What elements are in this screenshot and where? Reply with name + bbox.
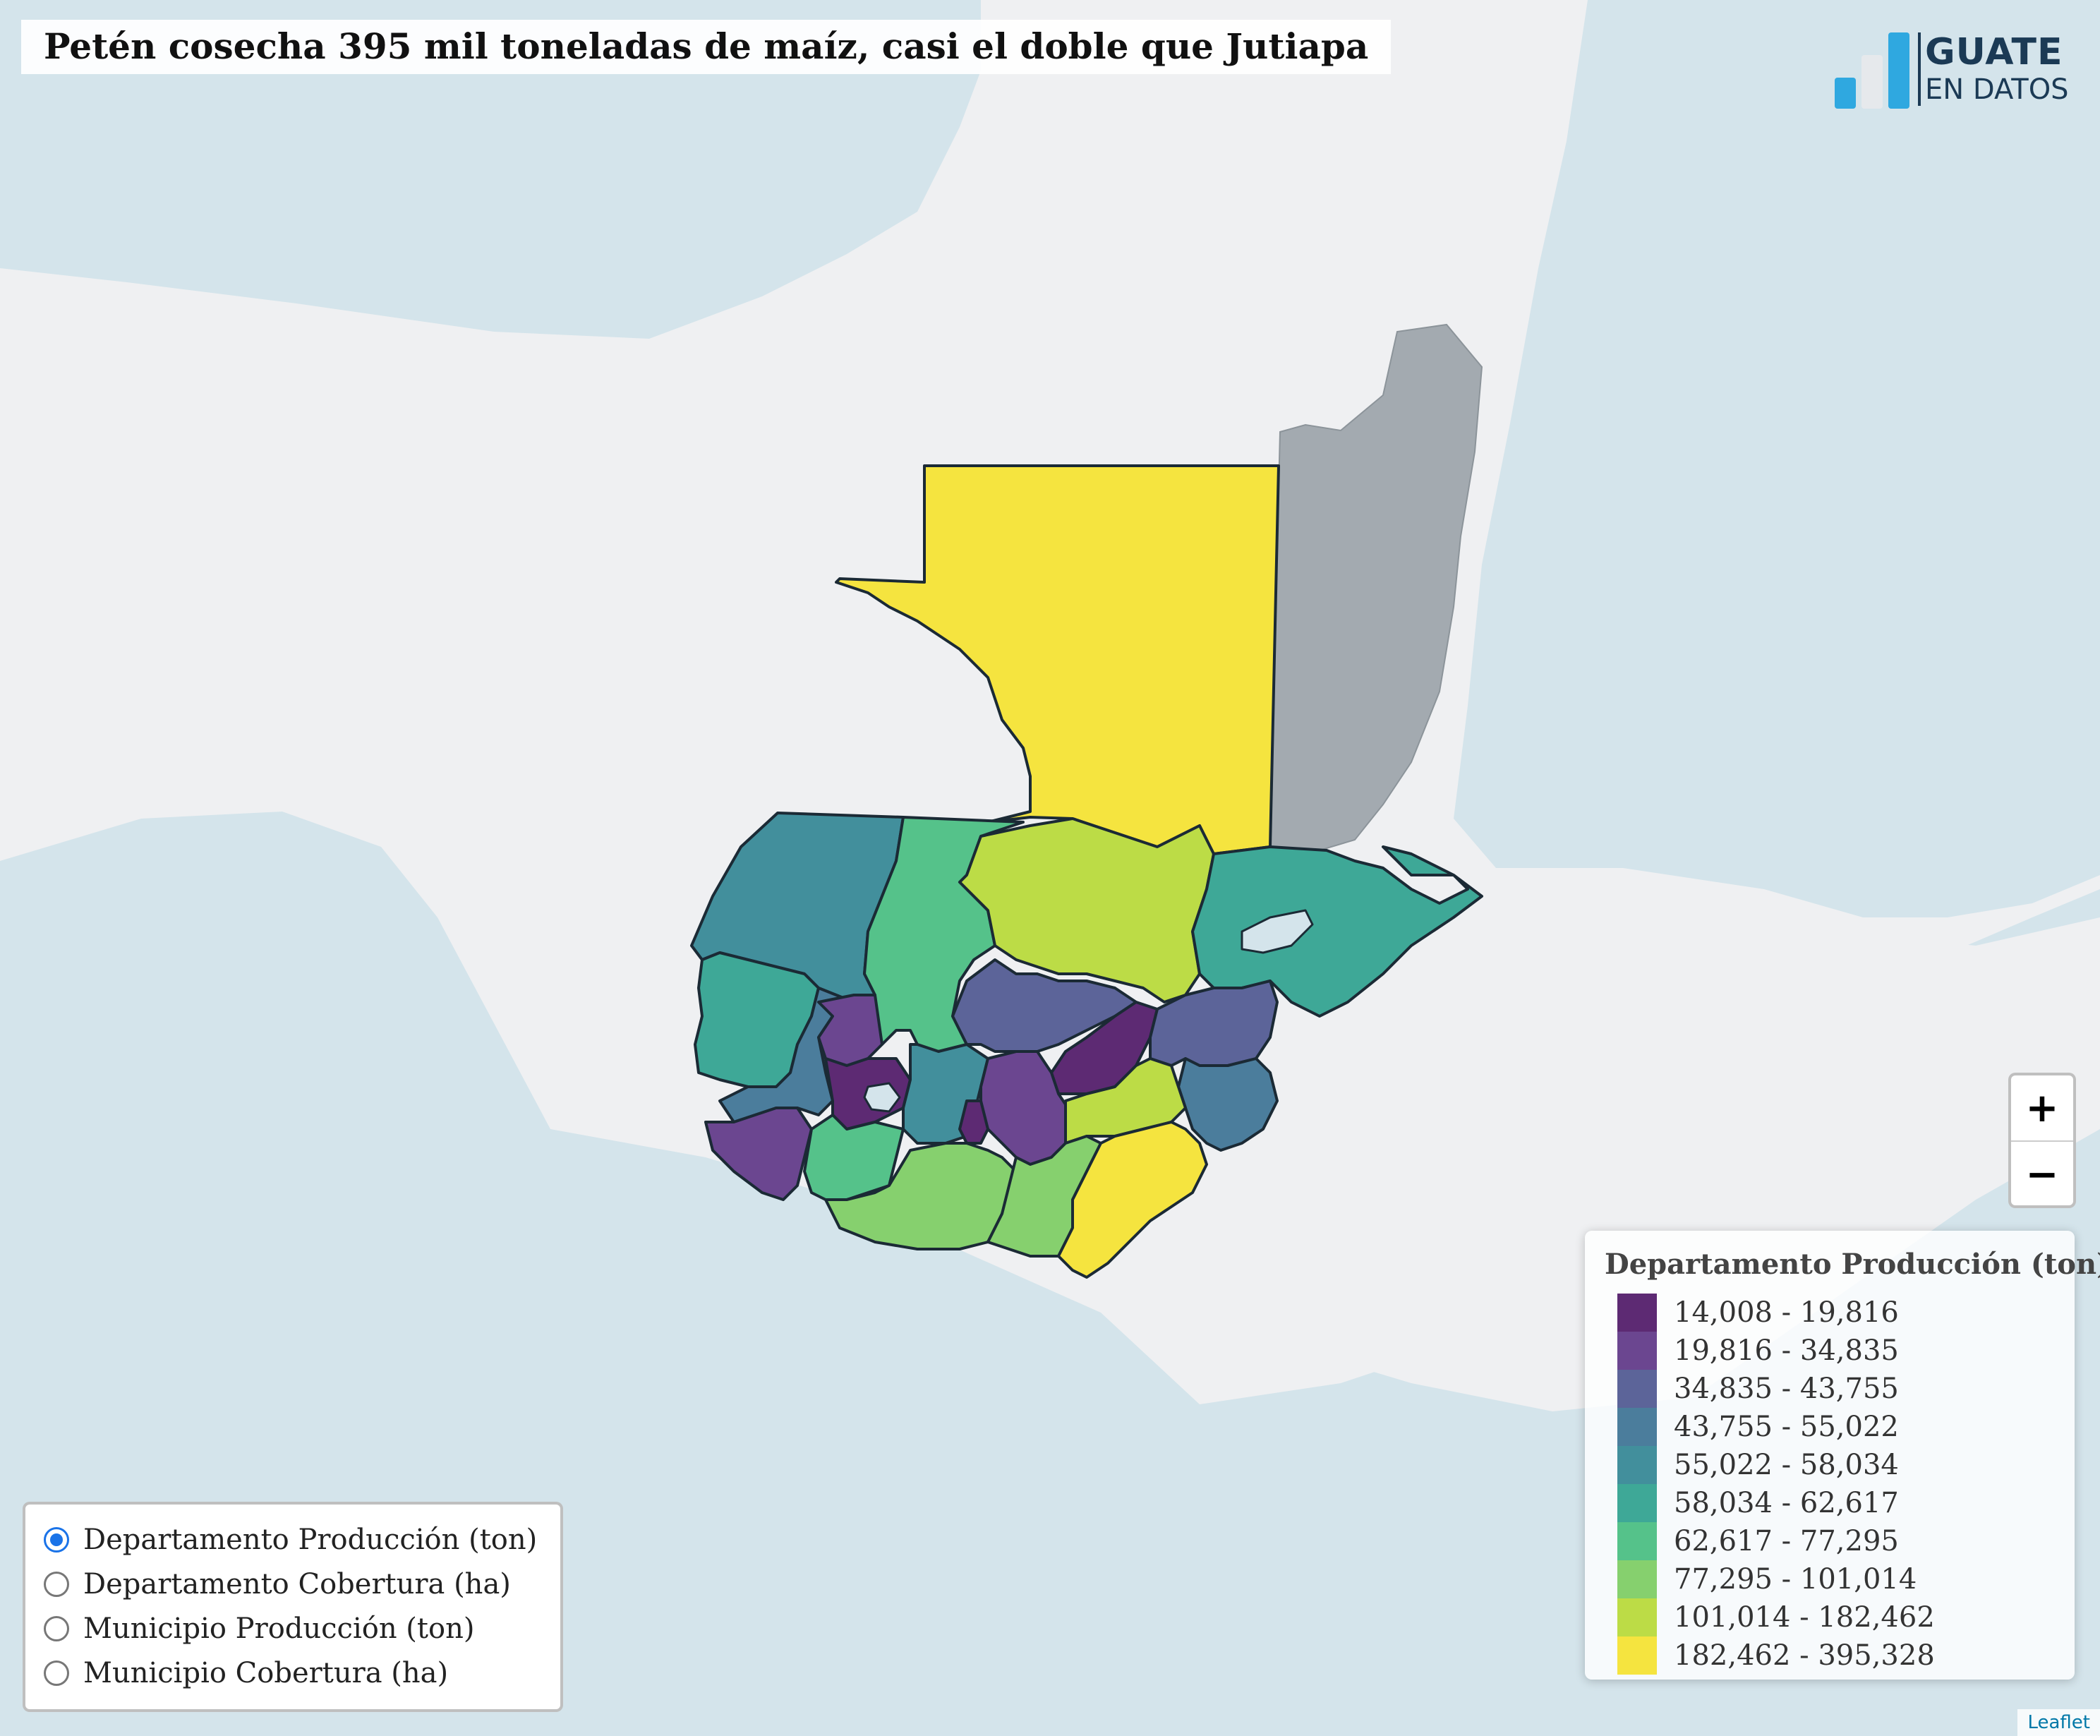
dept-totonicapan[interactable] [817,994,883,1067]
legend: Departamento Producción (ton) 14,008 - 1… [1585,1231,2100,1680]
logo-rule [1918,32,1921,106]
dept-jutiapa[interactable] [1057,1121,1208,1279]
legend-item: 55,022 - 58,034 [1617,1446,2058,1484]
legend-swatch [1617,1370,1657,1408]
dept-baja-verapaz[interactable] [951,958,1138,1053]
layer-radio[interactable] [44,1660,69,1686]
dept-jalapa[interactable] [1064,1057,1187,1145]
layer-option[interactable]: Departamento Producción (ton) [44,1517,542,1562]
layer-option[interactable]: Municipio Cobertura (ha) [44,1651,542,1695]
layer-radio[interactable] [44,1526,69,1553]
layer-radio[interactable] [44,1615,69,1641]
guate-en-datos-logo: GUATE EN DATOS [1835,31,2075,109]
dept-chiquimula[interactable] [1177,1057,1279,1152]
layer-label: Departamento Producción (ton) [83,1523,538,1556]
logo-text-en-datos: EN DATOS [1925,73,2069,106]
layer-option[interactable]: Departamento Cobertura (ha) [44,1562,542,1606]
legend-swatch [1617,1484,1657,1522]
logo-text-guate: GUATE [1925,31,2063,73]
legend-item: 77,295 - 101,014 [1617,1560,2058,1598]
layer-option[interactable]: Municipio Producción (ton) [44,1606,542,1651]
legend-label: 14,008 - 19,816 [1674,1296,1899,1329]
legend-item: 182,462 - 395,328 [1617,1636,2058,1675]
legend-swatch [1617,1408,1657,1446]
zoom-out-button[interactable]: − [2025,1151,2059,1198]
legend-label: 77,295 - 101,014 [1674,1563,1917,1596]
layer-label: Departamento Cobertura (ha) [83,1567,511,1601]
zoom-control: + − [2008,1073,2076,1208]
legend-swatch [1617,1522,1657,1560]
zoom-in-button[interactable]: + [2011,1075,2073,1142]
legend-label: 19,816 - 34,835 [1674,1334,1899,1367]
legend-item: 58,034 - 62,617 [1617,1484,2058,1522]
attribution-link[interactable]: Leaflet [2017,1709,2100,1736]
logo-bars-icon [1835,31,1912,109]
legend-label: 62,617 - 77,295 [1674,1525,1899,1557]
belize [1269,323,1483,852]
legend-item: 101,014 - 182,462 [1617,1598,2058,1636]
legend-item: 43,755 - 55,022 [1617,1408,2058,1446]
dept-alta-verapaz[interactable] [958,817,1215,1003]
layer-radio[interactable] [44,1571,69,1597]
map-title: Petén cosecha 395 mil toneladas de maíz,… [21,20,1392,74]
legend-label: 58,034 - 62,617 [1674,1487,1899,1519]
legend-label: 101,014 - 182,462 [1674,1601,1935,1634]
layer-label: Municipio Cobertura (ha) [83,1656,449,1689]
legend-swatch [1617,1560,1657,1598]
legend-title: Departamento Producción (ton) [1605,1248,2100,1281]
layer-label: Municipio Producción (ton) [83,1612,475,1645]
dept-retalhuleu[interactable] [704,1107,813,1201]
lake-atitlan [863,1082,901,1113]
legend-label: 43,755 - 55,022 [1674,1411,1899,1443]
legend-swatch [1617,1294,1657,1332]
dept-sacatepequez[interactable] [958,1099,989,1145]
dept-escuintla[interactable] [824,1142,1018,1250]
legend-item: 62,617 - 77,295 [1617,1522,2058,1560]
legend-label: 55,022 - 58,034 [1674,1449,1899,1481]
legend-rows: 14,008 - 19,816 19,816 - 34,835 34,835 - 4… [1602,1294,2058,1675]
legend-swatch [1617,1332,1657,1370]
legend-swatch [1617,1446,1657,1484]
caribbean [1454,0,2100,917]
legend-label: 182,462 - 395,328 [1674,1639,1935,1672]
legend-item: 19,816 - 34,835 [1617,1332,2058,1370]
lake-izabal [1241,909,1314,954]
legend-swatch [1617,1598,1657,1636]
legend-swatch [1617,1636,1657,1675]
legend-item: 34,835 - 43,755 [1617,1370,2058,1408]
guatemala-departments [690,464,1483,1279]
legend-item: 14,008 - 19,816 [1617,1294,2058,1332]
legend-label: 34,835 - 43,755 [1674,1373,1899,1405]
layer-control: Departamento Producción (ton) Departament… [23,1502,563,1712]
